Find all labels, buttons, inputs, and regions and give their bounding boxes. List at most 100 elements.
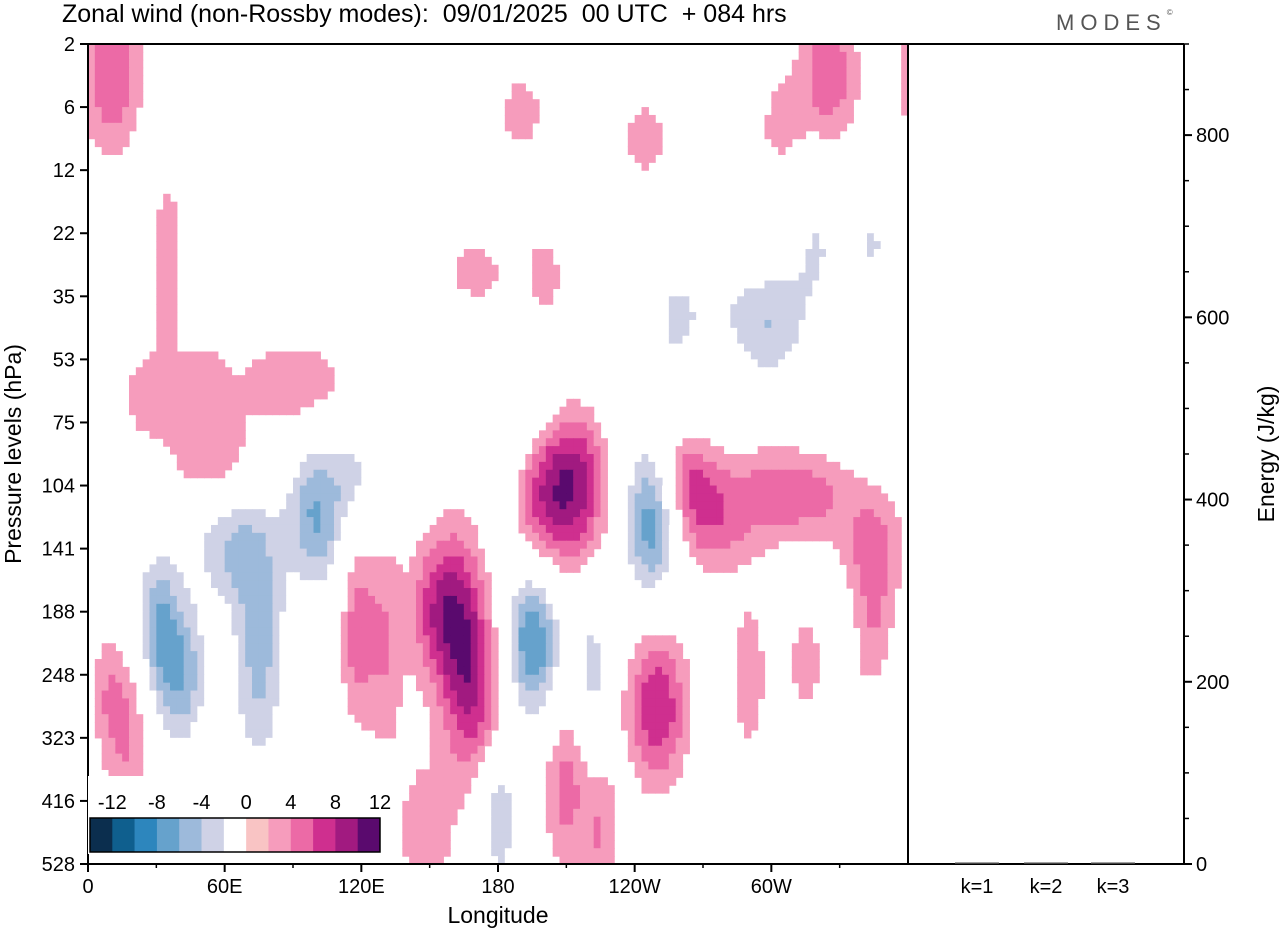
heatmap-cell [190, 690, 198, 700]
heatmap-cell [265, 580, 274, 589]
heatmap-cell [108, 643, 116, 652]
heatmap-cell [388, 706, 397, 715]
heatmap-cell [340, 99, 349, 108]
heatmap-cell [238, 643, 246, 652]
heatmap-cell [819, 122, 827, 132]
heatmap-cell [231, 548, 239, 558]
heatmap-cell [347, 83, 356, 92]
heatmap-cell [887, 217, 895, 226]
heatmap-cell [539, 454, 547, 463]
heatmap-cell [176, 659, 185, 668]
heatmap-cell [409, 832, 417, 841]
heatmap-cell [812, 659, 820, 668]
heatmap-cell [395, 83, 403, 92]
heatmap-cell [101, 698, 110, 707]
heatmap-cell [231, 588, 239, 597]
heatmap-cell [197, 438, 205, 447]
heatmap-cell [429, 816, 438, 826]
heatmap-cell [395, 635, 403, 644]
heatmap-cell [737, 659, 745, 668]
heatmap-cell [170, 264, 178, 274]
heatmap-cell [190, 548, 198, 558]
heatmap-cell [532, 99, 540, 108]
heatmap-cell [682, 674, 690, 684]
heatmap-cell [675, 666, 684, 676]
heatmap-cell [484, 580, 492, 589]
heatmap-cell [880, 524, 889, 534]
heatmap-cell [217, 454, 226, 463]
heatmap-cell [750, 651, 759, 660]
heatmap-cell [156, 422, 164, 431]
heatmap-cell [142, 398, 151, 408]
heatmap-cell [525, 532, 533, 542]
heatmap-cell [744, 722, 752, 731]
heatmap-cell [573, 564, 581, 573]
heatmap-cell [586, 493, 595, 502]
y-tick-label: 12 [53, 160, 75, 182]
heatmap-cell [170, 327, 178, 337]
heatmap-cell [805, 280, 813, 290]
heatmap-cell [832, 272, 841, 282]
heatmap-cell [272, 659, 280, 668]
heatmap-cell [245, 524, 253, 534]
heatmap-cell [791, 517, 800, 526]
heatmap-cell [662, 548, 670, 558]
heatmap-cell [245, 572, 253, 581]
heatmap-cell [375, 627, 383, 636]
colorbar-swatch [313, 818, 336, 852]
heatmap-cell [846, 280, 854, 290]
heatmap-cell [805, 272, 813, 282]
heatmap-cell [122, 107, 130, 116]
heatmap-cell [716, 548, 725, 558]
heatmap-cell [436, 840, 444, 849]
heatmap-cell [750, 524, 759, 534]
heatmap-cell [416, 793, 424, 802]
heatmap-cell [409, 319, 417, 329]
heatmap-cell [108, 91, 116, 100]
heatmap-cell [190, 461, 198, 471]
heatmap-cell [860, 288, 868, 297]
heatmap-cell [648, 501, 656, 510]
heatmap-cell [860, 588, 868, 597]
heatmap-cell [354, 501, 362, 510]
heatmap-cell [416, 343, 424, 353]
heatmap-cell [573, 430, 581, 439]
heatmap-cell [279, 595, 287, 605]
heatmap-cell [101, 59, 110, 69]
heatmap-cell [539, 643, 547, 652]
heatmap-cell [696, 335, 704, 345]
heatmap-cell [709, 477, 718, 487]
heatmap-cell [443, 769, 451, 778]
heatmap-cell [525, 524, 533, 534]
heatmap-cell [211, 651, 219, 660]
heatmap-cell [115, 729, 123, 739]
heatmap-cell [573, 556, 581, 565]
heatmap-cell [826, 130, 834, 140]
heatmap-cell [757, 280, 766, 290]
heatmap-cell [607, 816, 615, 826]
heatmap-cell [115, 91, 123, 100]
heatmap-cell [641, 777, 649, 786]
heatmap-cell [238, 556, 246, 565]
heatmap-cell [361, 666, 369, 676]
heatmap-cell [504, 659, 513, 668]
heatmap-cell [190, 580, 198, 589]
heatmap-cell [511, 130, 520, 140]
heatmap-cell [668, 359, 677, 368]
heatmap-cell [545, 438, 554, 447]
heatmap-cell [129, 737, 137, 747]
heatmap-cell [846, 272, 854, 282]
heatmap-cell [867, 572, 875, 581]
heatmap-cell [306, 517, 315, 526]
heatmap-cell [101, 122, 110, 132]
heatmap-cell [422, 682, 431, 692]
heatmap-cell [545, 643, 554, 652]
heatmap-cell [163, 288, 171, 297]
heatmap-cell [135, 769, 144, 778]
colorbar-frame [89, 817, 381, 853]
heatmap-cell [450, 659, 458, 668]
heatmap-cell [744, 375, 752, 384]
heatmap-cell [867, 532, 875, 542]
heatmap-cell [156, 548, 164, 558]
heatmap-cell [634, 446, 643, 455]
